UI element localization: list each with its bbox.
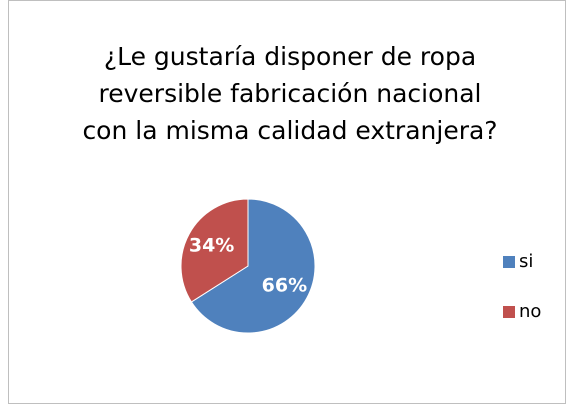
legend-label: no xyxy=(519,301,541,322)
legend-swatch xyxy=(503,306,515,318)
legend-swatch xyxy=(503,256,515,268)
legend-label: si xyxy=(519,251,533,272)
data-label: 34% xyxy=(189,234,234,256)
chart-title: ¿Le gustaría disponer de ropa reversible… xyxy=(82,42,498,145)
data-label: 66% xyxy=(262,275,307,297)
pie-slice xyxy=(190,198,316,334)
pie-slice xyxy=(180,198,249,303)
